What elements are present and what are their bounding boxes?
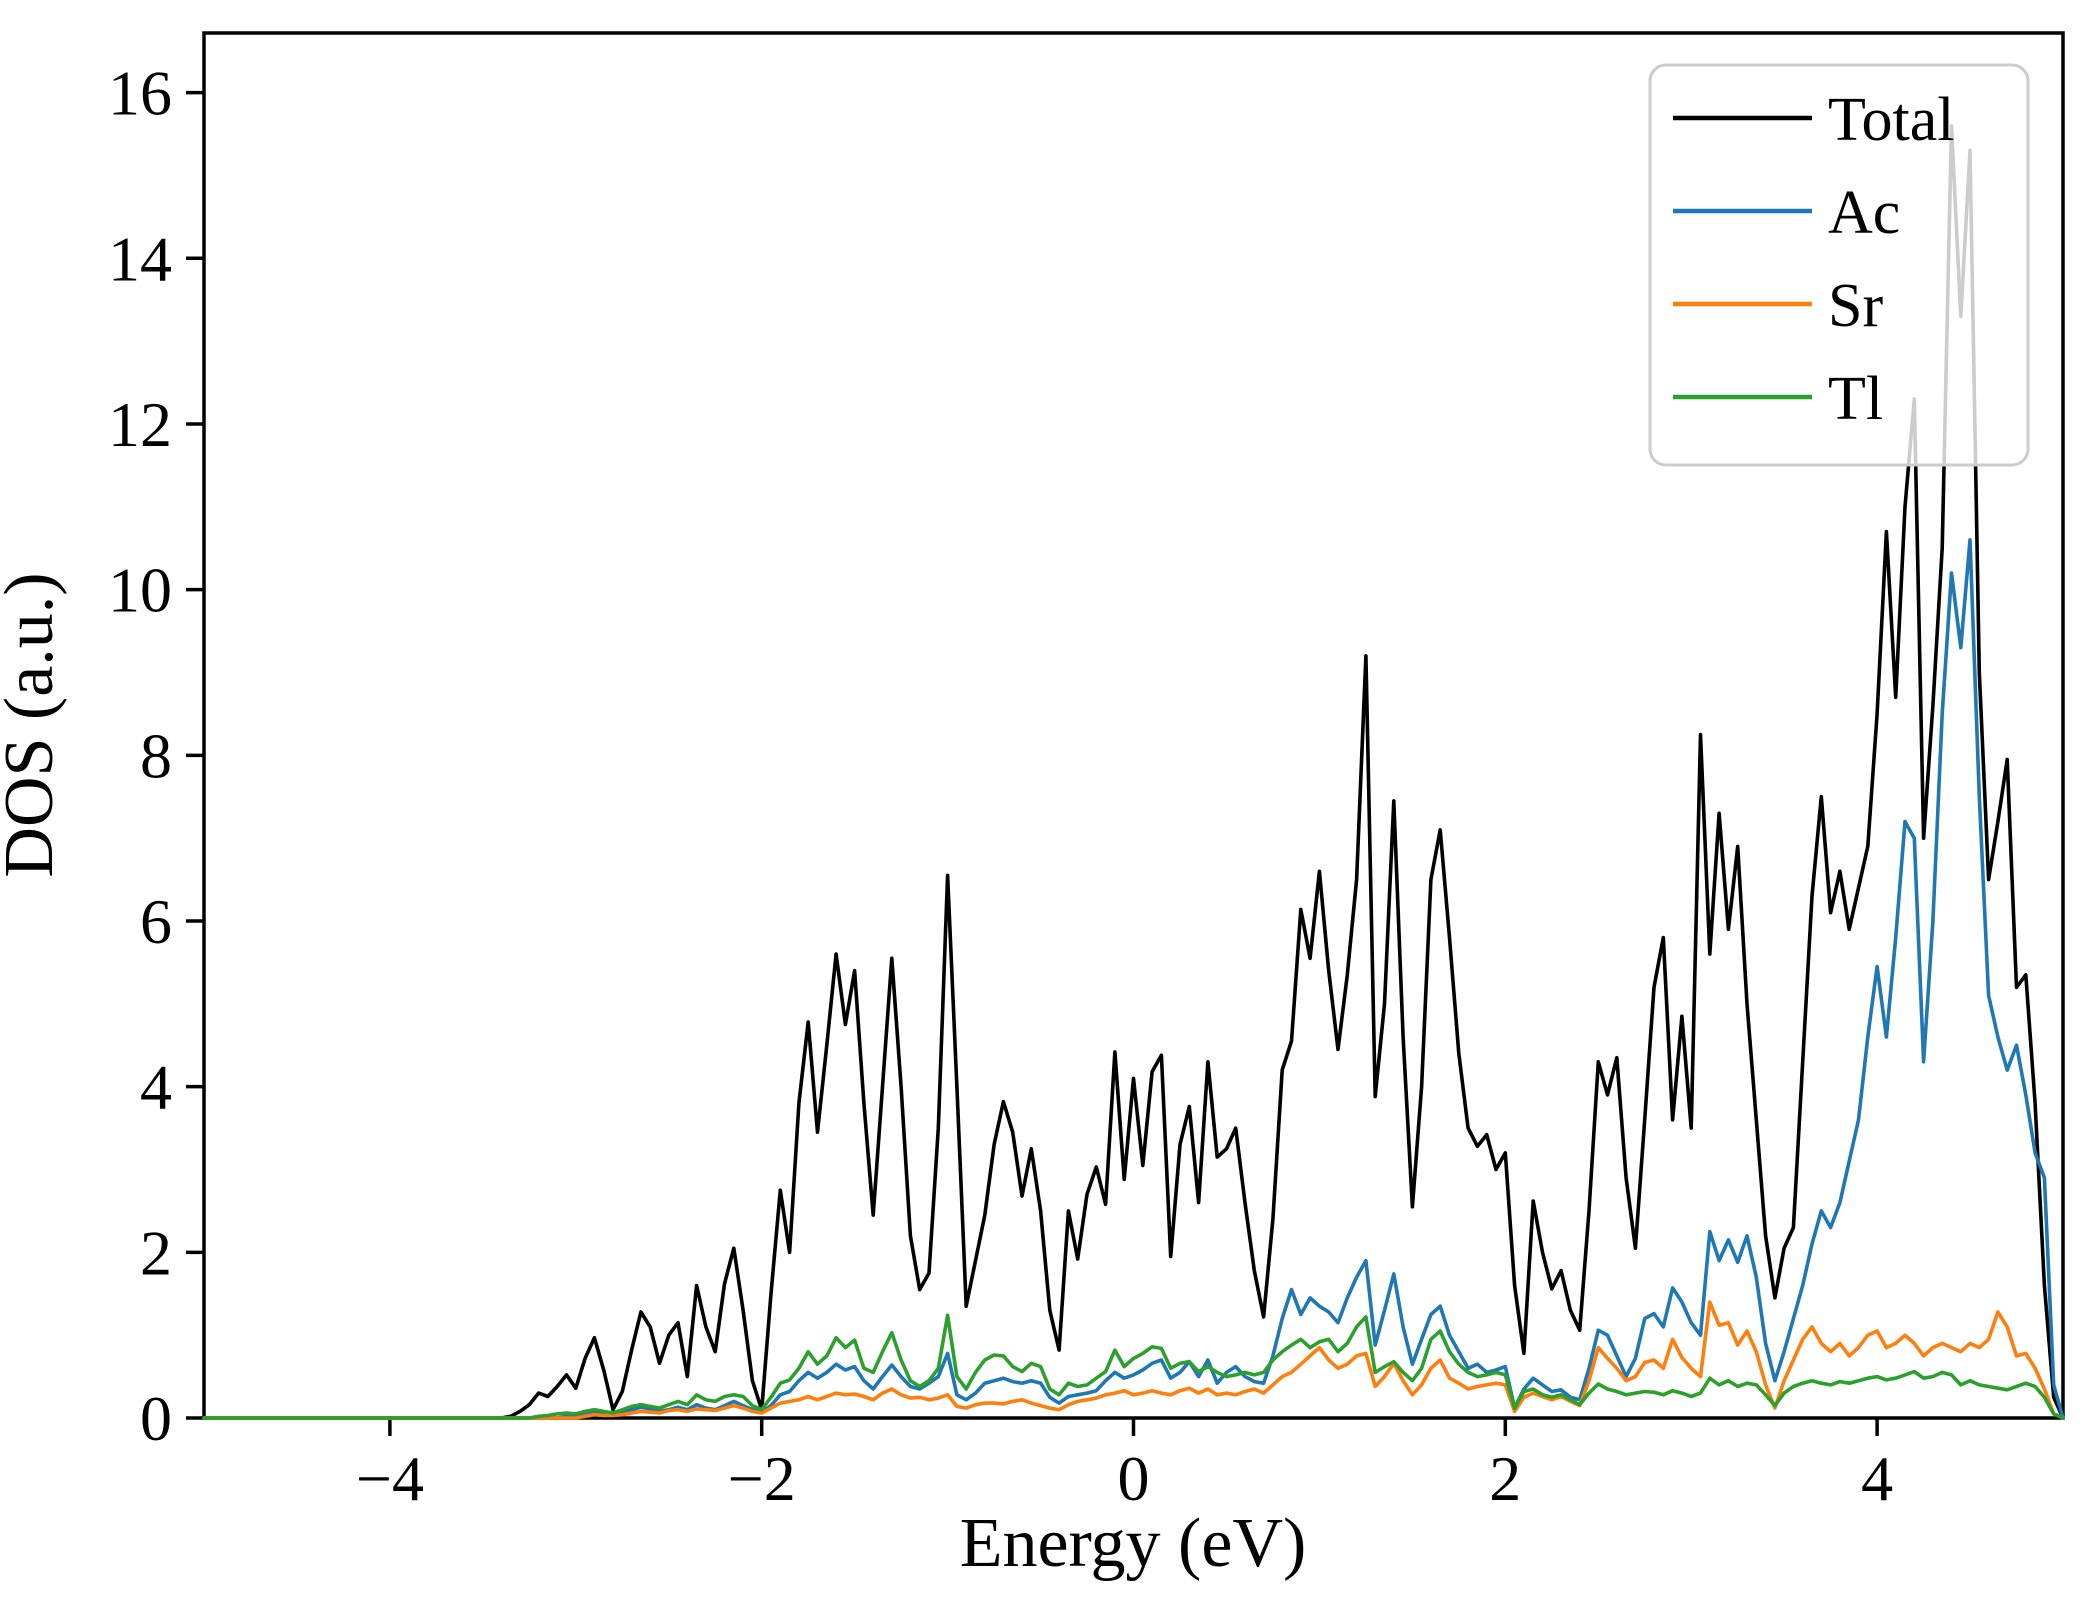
legend-label-total: Total [1828, 86, 1955, 154]
y-tick-label: 14 [108, 223, 172, 294]
y-tick-label: 12 [108, 389, 172, 460]
y-tick-label: 16 [108, 58, 172, 129]
legend-box [1648, 63, 2030, 467]
legend-label-ac: Ac [1828, 179, 1900, 247]
y-axis-label: DOS (a.u.) [0, 572, 68, 877]
total-curve [202, 124, 2065, 1420]
x-tick-label: −2 [728, 1443, 796, 1514]
y-tick-label: 6 [140, 886, 172, 957]
x-tick-label: −4 [356, 1443, 424, 1514]
ac-curve [202, 538, 2065, 1420]
y-tick-label: 8 [140, 720, 172, 791]
tl-curve [202, 1313, 2065, 1420]
x-axis-label: Energy (eV) [960, 1505, 1307, 1582]
x-tick-label: 0 [1118, 1443, 1150, 1514]
legend-label-tl: Tl [1828, 365, 1883, 433]
x-tick-label: 4 [1861, 1443, 1893, 1514]
plot-area: −4 −2 0 2 4 0 2 4 6 8 10 12 14 16 [108, 31, 2065, 1514]
legend-label-sr: Sr [1828, 272, 1883, 340]
y-tick-label: 4 [140, 1052, 172, 1123]
legend: Total Ac Sr Tl [1648, 63, 2030, 467]
y-tick-label: 0 [140, 1383, 172, 1454]
y-tick-label: 2 [140, 1217, 172, 1288]
y-tick-label: 10 [108, 555, 172, 626]
x-tick-label: 2 [1489, 1443, 1521, 1514]
